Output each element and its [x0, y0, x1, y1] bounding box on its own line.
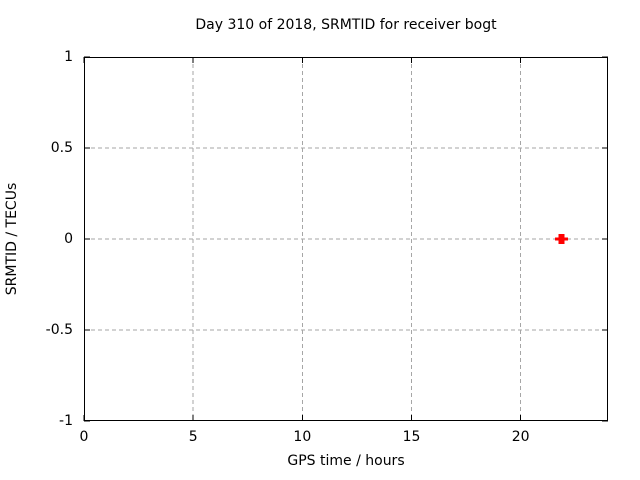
x-tick-label: 20 — [511, 429, 530, 445]
x-tick-label: 0 — [79, 429, 89, 445]
x-axis-label: GPS time / hours — [287, 453, 405, 469]
x-tick-label: 15 — [402, 429, 421, 445]
y-tick-label: 1 — [64, 49, 73, 65]
x-tick-label: 10 — [293, 429, 312, 445]
y-tick-label: -0.5 — [45, 322, 73, 338]
x-tick-label: 5 — [188, 429, 198, 445]
y-tick-label: -1 — [59, 413, 73, 429]
y-tick-label: 0 — [64, 231, 73, 247]
y-tick-label: 0.5 — [50, 140, 73, 156]
chart-title: Day 310 of 2018, SRMTID for receiver bog… — [195, 17, 497, 33]
